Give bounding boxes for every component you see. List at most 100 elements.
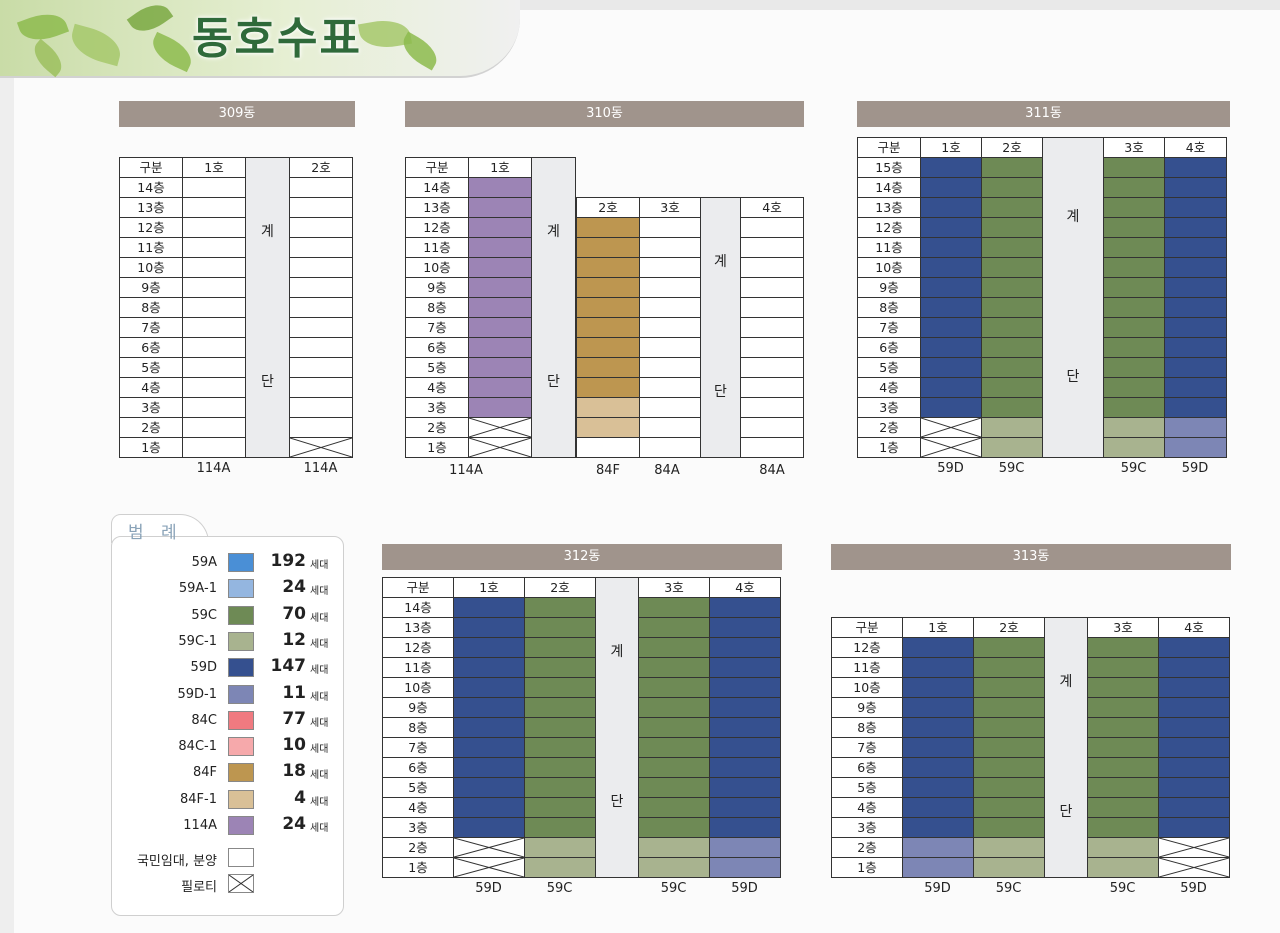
legend-item-name: 59C (191, 607, 217, 623)
unit-cell (576, 337, 640, 358)
legend-swatch (228, 631, 254, 651)
floor-label: 1층 (831, 857, 903, 878)
building-table: 구분 1호 계 단 2호 14층 13층 12층 11층 10층 9층 8층 7층 6층 5층 4층 3층 2층 1… (119, 157, 353, 458)
unit-cell (468, 377, 532, 398)
page-title: 동호수표 (192, 13, 362, 64)
unit-cell (920, 437, 982, 458)
unit-cell (453, 657, 525, 678)
unit-cell (468, 177, 532, 198)
unit-cell (289, 197, 353, 218)
unit-cell (524, 677, 596, 698)
unit-cell (902, 657, 974, 678)
unit-cell (182, 177, 246, 198)
legend-item-name: 59C-1 (178, 633, 217, 649)
unit-type-label: 84F (595, 463, 621, 478)
unit-cell (453, 817, 525, 838)
floor-label: 10층 (405, 257, 469, 278)
leaf-decoration (126, 0, 174, 40)
floor-label: 1층 (857, 437, 921, 458)
floor-label: 5층 (382, 777, 454, 798)
unit-header: 1호 (468, 157, 532, 178)
stairwell-char-1: 계 (610, 644, 624, 661)
floor-label: 13층 (857, 197, 921, 218)
unit-cell (638, 717, 710, 738)
legend-item-count: 147 (270, 656, 307, 677)
unit-cell (182, 197, 246, 218)
unit-cell (740, 217, 804, 238)
unit-cell (740, 317, 804, 338)
building-title: 311동 (857, 101, 1230, 127)
unit-cell (973, 637, 1045, 658)
floor-label: 1층 (405, 437, 469, 458)
unit-cell (289, 177, 353, 198)
unit-cell (1158, 697, 1230, 718)
unit-cell (973, 797, 1045, 818)
stairwell-char-1: 계 (547, 224, 560, 241)
unit-cell (1164, 417, 1227, 438)
stairwell-char-2: 단 (1059, 803, 1073, 820)
legend-swatch (228, 684, 254, 704)
floor-label: 7층 (857, 317, 921, 338)
stairwell-char-2: 단 (610, 793, 624, 810)
unit-cell (1158, 777, 1230, 798)
unit-cell (1103, 157, 1165, 178)
floor-label: 5층 (119, 357, 183, 378)
unit-cell (576, 357, 640, 378)
unit-cell (576, 377, 640, 398)
legend-item-name: 59A-1 (178, 581, 217, 597)
unit-cell (902, 837, 974, 858)
legend-swatch (228, 553, 254, 572)
unit-cell (289, 357, 353, 378)
floor-label: 11층 (405, 237, 469, 258)
unit-cell (1103, 317, 1165, 338)
floor-label: 6층 (405, 337, 469, 358)
unit-cell (468, 237, 532, 258)
unit-cell (468, 297, 532, 318)
unit-cell (453, 717, 525, 738)
unit-cell (453, 617, 525, 638)
floor-label: 7층 (405, 317, 469, 338)
unit-cell (740, 337, 804, 358)
stairwell-char-1: 계 (261, 224, 274, 241)
legend-row: 59D-1 11 세대 (112, 683, 343, 705)
legend-item-unit: 세대 (310, 638, 329, 650)
unit-cell (981, 357, 1043, 378)
unit-cell (740, 397, 804, 418)
unit-cell (639, 257, 701, 278)
unit-cell (981, 217, 1043, 238)
unit-cell (902, 697, 974, 718)
unit-cell (920, 417, 982, 438)
unit-cell (981, 157, 1043, 178)
unit-type-label: 59C (660, 881, 687, 896)
stairwell-char-2: 단 (547, 373, 560, 390)
floor-label: 3층 (405, 397, 469, 418)
floor-label: 2층 (119, 417, 183, 438)
unit-cell (740, 257, 804, 278)
unit-cell (920, 377, 982, 398)
legend-item-name: 59D (190, 660, 217, 676)
unit-header: 3호 (638, 577, 710, 598)
unit-cell (1103, 337, 1165, 358)
unit-cell (902, 817, 974, 838)
unit-cell (1103, 177, 1165, 198)
unit-cell (920, 257, 982, 278)
unit-cell (1158, 797, 1230, 818)
floor-label: 14층 (119, 177, 183, 198)
unit-cell (453, 697, 525, 718)
unit-type-label: 59C (546, 881, 573, 896)
legend-row: 59D 147 세대 (112, 656, 343, 678)
unit-cell (182, 277, 246, 298)
floor-label: 10층 (119, 257, 183, 278)
unit-cell (709, 837, 781, 858)
unit-cell (981, 417, 1043, 438)
unit-cell (468, 197, 532, 218)
floor-label: 14층 (405, 177, 469, 198)
legend-row: 84F-1 4 세대 (112, 788, 343, 810)
unit-cell (1103, 277, 1165, 298)
unit-cell (920, 237, 982, 258)
unit-cell (1103, 197, 1165, 218)
unit-cell (1103, 417, 1165, 438)
floor-label: 13층 (382, 617, 454, 638)
floor-label: 10층 (857, 257, 921, 278)
